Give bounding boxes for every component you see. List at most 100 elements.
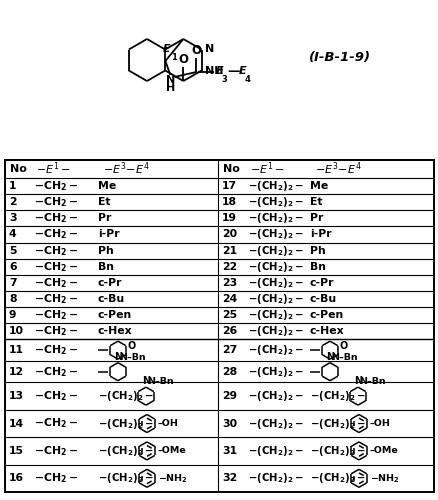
Text: Pr: Pr [98, 214, 111, 224]
Text: $\mathbf{-CH_2-}$: $\mathbf{-CH_2-}$ [34, 260, 78, 274]
Text: $\mathbf{-CH_2-}$: $\mathbf{-CH_2-}$ [34, 344, 78, 357]
Text: 17: 17 [222, 181, 237, 191]
Text: N: N [204, 44, 213, 54]
Text: 12: 12 [9, 366, 24, 376]
Text: –OH: –OH [158, 419, 178, 428]
Text: N: N [325, 352, 333, 362]
Text: $\mathbf{-(CH_2)_2-}$: $\mathbf{-(CH_2)_2-}$ [309, 444, 365, 458]
Text: 3: 3 [221, 75, 226, 84]
Text: 14: 14 [9, 418, 24, 428]
Text: NH: NH [204, 66, 223, 76]
Text: —: — [227, 66, 239, 78]
Text: c-Pr: c-Pr [98, 278, 122, 288]
Text: c-Pen: c-Pen [98, 310, 132, 320]
Text: $\mathbf{-(CH_2)_2-}$: $\mathbf{-(CH_2)_2-}$ [247, 416, 303, 430]
Text: 30: 30 [222, 418, 237, 428]
Text: c-Pen: c-Pen [309, 310, 343, 320]
Text: 4: 4 [9, 230, 17, 239]
Text: $-E^3\!-\!E^4$: $-E^3\!-\!E^4$ [314, 160, 361, 178]
Text: $\mathbf{-(CH_2)_2-}$: $\mathbf{-(CH_2)_2-}$ [98, 472, 153, 486]
Text: 9: 9 [9, 310, 17, 320]
Text: $\mathbf{-CH_2-}$: $\mathbf{-CH_2-}$ [34, 196, 78, 209]
Text: Ph: Ph [98, 246, 113, 256]
Text: 22: 22 [222, 262, 237, 272]
Text: O: O [339, 340, 347, 350]
Text: 19: 19 [222, 214, 237, 224]
Bar [5, 160, 433, 492]
Text: No: No [223, 164, 239, 174]
Text: c-Bu: c-Bu [98, 294, 125, 304]
Text: N–Bn: N–Bn [330, 352, 357, 362]
Text: $\mathbf{-CH_2-}$: $\mathbf{-CH_2-}$ [34, 365, 78, 378]
Text: E: E [215, 66, 223, 76]
Text: 24: 24 [222, 294, 237, 304]
Text: $\mathbf{-(CH_2)_2-}$: $\mathbf{-(CH_2)_2-}$ [247, 276, 303, 290]
Text: $\mathbf{-(CH_2)_2-}$: $\mathbf{-(CH_2)_2-}$ [98, 444, 153, 458]
Text: 20: 20 [222, 230, 237, 239]
Text: $\mathbf{-(CH_2)_2-}$: $\mathbf{-(CH_2)_2-}$ [247, 179, 303, 193]
Text: 4: 4 [244, 75, 250, 84]
Text: Bn: Bn [98, 262, 114, 272]
Text: 5: 5 [9, 246, 17, 256]
Text: Bn: Bn [309, 262, 325, 272]
Text: $\mathbf{-(CH_2)_2-}$: $\mathbf{-(CH_2)_2-}$ [247, 444, 303, 458]
Text: O: O [127, 340, 136, 350]
Text: $\mathbf{-CH_2-}$: $\mathbf{-CH_2-}$ [34, 472, 78, 485]
Text: –OH: –OH [369, 419, 390, 428]
Text: $\mathbf{-(CH_2)_2-}$: $\mathbf{-(CH_2)_2-}$ [247, 472, 303, 486]
Text: $\mathbf{-(CH_2)_2-}$: $\mathbf{-(CH_2)_2-}$ [247, 343, 303, 357]
Text: 11: 11 [9, 345, 24, 355]
Text: $\mathbf{-(CH_2)_2-}$: $\mathbf{-(CH_2)_2-}$ [247, 324, 303, 338]
Text: 21: 21 [222, 246, 237, 256]
Text: $\mathbf{-(CH_2)_2-}$: $\mathbf{-(CH_2)_2-}$ [98, 416, 153, 430]
Text: $-E^1-$: $-E^1-$ [249, 160, 284, 178]
Text: $\mathbf{-(CH_2)_2-}$: $\mathbf{-(CH_2)_2-}$ [247, 228, 303, 241]
Text: $\mathbf{-NH_2}$: $\mathbf{-NH_2}$ [158, 472, 187, 484]
Text: $-E^3\!-\!E^4$: $-E^3\!-\!E^4$ [103, 160, 149, 178]
Text: Et: Et [98, 197, 110, 207]
Text: N–Bn: N–Bn [358, 377, 385, 386]
Text: 1: 1 [171, 53, 177, 62]
Text: c-Hex: c-Hex [98, 326, 132, 336]
Text: $\mathbf{-(CH_2)_2-}$: $\mathbf{-(CH_2)_2-}$ [247, 364, 303, 378]
Text: 25: 25 [222, 310, 237, 320]
Text: H: H [166, 83, 175, 93]
Text: 8: 8 [9, 294, 17, 304]
Text: $\mathbf{-(CH_2)_2-}$: $\mathbf{-(CH_2)_2-}$ [247, 195, 303, 209]
Text: 26: 26 [222, 326, 237, 336]
Text: $\mathbf{-CH_2-}$: $\mathbf{-CH_2-}$ [34, 212, 78, 226]
Text: O: O [178, 53, 188, 66]
Text: E: E [238, 66, 245, 76]
Text: 29: 29 [222, 391, 237, 401]
Text: 6: 6 [9, 262, 17, 272]
Text: N: N [166, 75, 175, 85]
Text: $\mathbf{-CH_2-}$: $\mathbf{-CH_2-}$ [34, 308, 78, 322]
Text: $\mathbf{-(CH_2)_2-}$: $\mathbf{-(CH_2)_2-}$ [247, 212, 303, 226]
Text: 18: 18 [222, 197, 237, 207]
Text: 16: 16 [9, 474, 24, 484]
Text: $\mathbf{-(CH_2)_2-}$: $\mathbf{-(CH_2)_2-}$ [309, 472, 365, 486]
Text: Me: Me [309, 181, 328, 191]
Text: N: N [141, 376, 150, 386]
Text: 28: 28 [222, 366, 237, 376]
Text: $-E^1-$: $-E^1-$ [36, 160, 71, 178]
Text: N–Bn: N–Bn [147, 377, 173, 386]
Text: $\mathbf{-(CH_2)_2-}$: $\mathbf{-(CH_2)_2-}$ [309, 416, 365, 430]
Text: –OMe: –OMe [369, 446, 398, 456]
Text: $\mathbf{-(CH_2)_2-}$: $\mathbf{-(CH_2)_2-}$ [247, 292, 303, 306]
Text: 10: 10 [9, 326, 24, 336]
Text: $\mathbf{-CH_2-}$: $\mathbf{-CH_2-}$ [34, 179, 78, 193]
Text: O: O [191, 44, 201, 57]
Text: –OMe: –OMe [158, 446, 186, 456]
Text: c-Hex: c-Hex [309, 326, 344, 336]
Text: 31: 31 [222, 446, 237, 456]
Text: 13: 13 [9, 391, 24, 401]
Text: $\mathbf{-(CH_2)_2-}$: $\mathbf{-(CH_2)_2-}$ [247, 260, 303, 274]
Text: $\mathbf{-CH_2-}$: $\mathbf{-CH_2-}$ [34, 416, 78, 430]
Text: No: No [10, 164, 27, 174]
Text: N–Bn: N–Bn [119, 352, 145, 362]
Text: Me: Me [98, 181, 116, 191]
Text: Pr: Pr [309, 214, 323, 224]
Text: N: N [353, 376, 361, 386]
Text: $\mathbf{-CH_2-}$: $\mathbf{-CH_2-}$ [34, 324, 78, 338]
